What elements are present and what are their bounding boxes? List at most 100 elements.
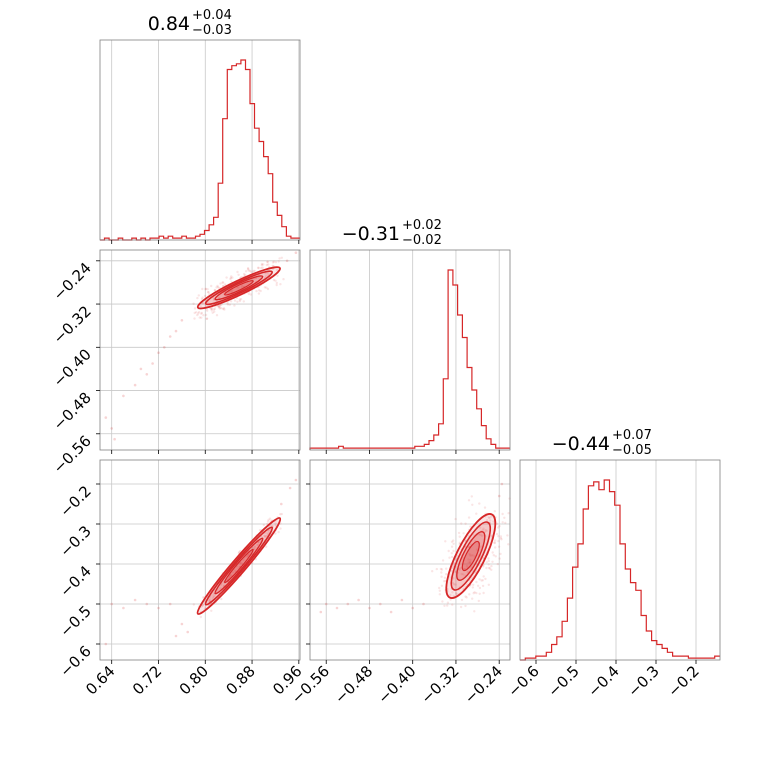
- title-minus: −0.02: [402, 233, 442, 248]
- scatter-point: [479, 526, 482, 529]
- scatter-point: [259, 289, 262, 293]
- outlier-point: [400, 598, 404, 602]
- contour-level-3: [214, 275, 264, 301]
- scatter-point: [465, 564, 469, 568]
- scatter-point: [206, 290, 210, 294]
- outlier-point: [357, 598, 360, 602]
- scatter-point: [491, 560, 494, 563]
- scatter-point: [220, 303, 223, 306]
- scatter-point: [218, 286, 221, 290]
- scatter-point: [207, 291, 210, 294]
- scatter-point: [473, 610, 476, 613]
- scatter-point: [280, 512, 283, 516]
- outlier-point: [411, 606, 415, 610]
- scatter-point: [229, 277, 232, 281]
- scatter-point: [221, 281, 224, 284]
- scatter-point: [440, 571, 443, 574]
- panel-frame-0-0: [99, 39, 301, 241]
- scatter-point: [451, 582, 455, 585]
- scatter-point: [484, 577, 487, 581]
- scatter-point: [468, 560, 472, 564]
- scatter-point: [205, 308, 208, 311]
- scatter-point: [446, 604, 449, 607]
- histogram-1: [100, 59, 300, 241]
- title-minus: −0.03: [192, 23, 232, 38]
- scatter-point: [223, 308, 226, 311]
- outlier-point: [497, 494, 501, 498]
- scatter-point: [252, 269, 255, 273]
- contours-1: [196, 266, 281, 310]
- x-tick-label: 0.80: [176, 662, 212, 698]
- scatter-point: [262, 523, 265, 527]
- x-tick-label: −0.2: [664, 662, 702, 700]
- outlier-point: [163, 346, 166, 349]
- outlier-point: [186, 630, 189, 634]
- scatter-point: [275, 283, 278, 287]
- x-tick-label: −0.4: [584, 662, 622, 700]
- scatter-point: [497, 526, 500, 529]
- scatter-point: [193, 317, 196, 320]
- contour-level-1: [445, 513, 497, 599]
- scatter-point: [468, 561, 472, 564]
- outlier-point: [168, 335, 172, 338]
- scatter-point: [498, 557, 501, 560]
- scatter-point: [266, 287, 270, 291]
- scatter-point: [440, 568, 444, 571]
- scatter-point: [470, 495, 473, 498]
- scatter-point: [258, 529, 262, 532]
- outlier-point: [133, 598, 137, 602]
- scatter-point: [219, 587, 222, 590]
- x-tick-label: −0.32: [417, 662, 462, 707]
- scatter-point: [450, 545, 454, 548]
- scatter-point: [489, 519, 492, 522]
- scatter-point: [279, 527, 282, 530]
- scatter-point: [265, 532, 269, 535]
- scatter-point: [455, 593, 458, 596]
- scatter-point: [193, 311, 196, 315]
- scatter-point: [230, 280, 233, 283]
- y-tick-label: −0.3: [56, 522, 94, 560]
- scatter-point: [206, 309, 209, 312]
- scatter-point: [435, 567, 438, 571]
- scatter-point: [482, 527, 485, 530]
- scatter-point: [277, 260, 280, 263]
- scatter-point: [211, 311, 214, 314]
- scatter-point: [255, 543, 259, 547]
- scatter-point: [473, 591, 476, 594]
- scatter-point: [469, 525, 472, 528]
- scatter-point: [275, 268, 279, 272]
- scatter-point: [239, 298, 243, 301]
- scatter-point: [451, 603, 454, 606]
- scatter-point: [200, 297, 204, 301]
- scatter-point: [445, 567, 448, 570]
- scatter-point: [246, 267, 250, 270]
- scatter-point: [475, 591, 478, 595]
- scatter-point: [257, 289, 261, 292]
- scatter-point: [261, 266, 264, 269]
- outlier-point: [113, 437, 116, 441]
- panel-frame-2-0: [99, 459, 301, 661]
- scatter-point: [446, 601, 450, 604]
- scatter-point: [490, 568, 493, 571]
- panel-frame-1-0: [99, 249, 301, 451]
- scatter-point: [260, 266, 263, 270]
- scatter-point: [441, 600, 444, 603]
- scatter-point: [467, 561, 470, 564]
- scatter-point: [195, 311, 198, 314]
- scatter-point: [193, 307, 197, 310]
- title-plus: +0.07: [612, 428, 652, 443]
- scatter-points-2: [104, 478, 298, 646]
- scatter-point: [501, 512, 504, 516]
- scatter-point: [482, 565, 485, 568]
- scatter-point: [477, 599, 480, 603]
- scatter-point: [485, 529, 488, 532]
- scatter-point: [478, 586, 482, 590]
- outlier-point: [145, 602, 149, 606]
- title-plus: +0.02: [402, 218, 442, 233]
- title-minus: −0.05: [612, 443, 652, 458]
- scatter-point: [467, 516, 471, 519]
- scatter-point: [233, 304, 236, 307]
- outlier-point: [324, 602, 328, 606]
- scatter-point: [479, 533, 482, 536]
- scatter-point: [494, 555, 497, 558]
